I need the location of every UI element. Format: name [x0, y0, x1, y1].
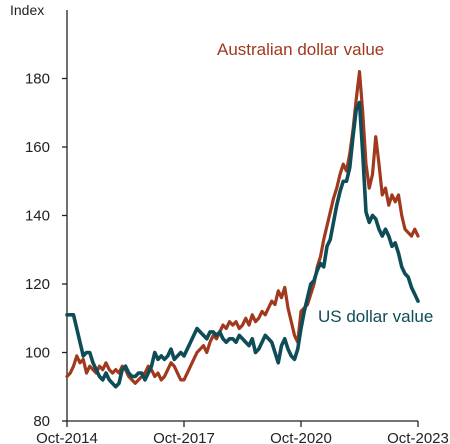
x-tick-label: Oct-2014 [36, 430, 98, 444]
y-tick-label: 180 [25, 71, 50, 88]
x-tick-label: Oct-2023 [387, 430, 449, 444]
series-lines [65, 70, 420, 389]
series-label-aud: Australian dollar value [217, 40, 384, 59]
y-tick-label: 80 [33, 413, 50, 430]
y-tick-label: 160 [25, 139, 50, 156]
series-line-usd [65, 100, 420, 389]
y-axis-label: Index [10, 2, 44, 18]
x-tick-label: Oct-2020 [270, 430, 332, 444]
x-tick-label: Oct-2017 [153, 430, 215, 444]
y-tick-label: 120 [25, 276, 50, 293]
y-tick-label: 100 [25, 345, 50, 362]
series-labels: Australian dollar value US dollar value [217, 40, 433, 326]
y-tick-label: 140 [25, 208, 50, 225]
series-label-usd: US dollar value [318, 307, 433, 326]
axes: 80 100 120 140 160 180 Oct-2014 Oct-2017 Oct-202… [10, 2, 449, 444]
